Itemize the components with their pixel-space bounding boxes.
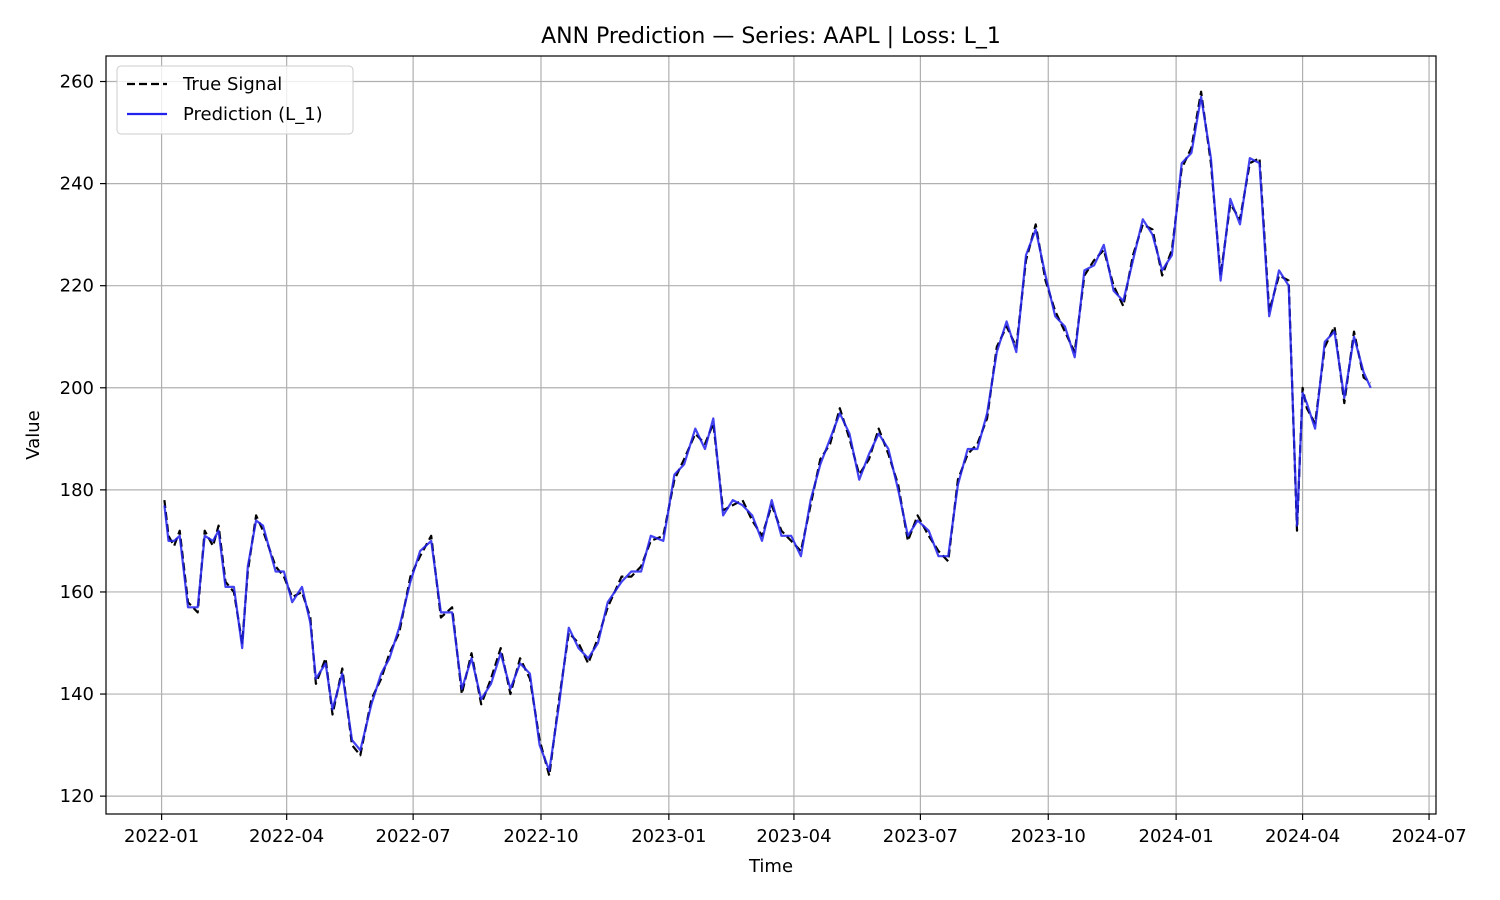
y-tick-label: 200 <box>60 378 94 399</box>
x-tick-label: 2023-04 <box>756 826 831 847</box>
y-tick-label: 160 <box>60 582 94 603</box>
y-tick-label: 120 <box>60 786 94 807</box>
legend: True Signal Prediction (L_1) <box>116 65 354 135</box>
x-tick-label: 2022-04 <box>249 826 324 847</box>
x-axis: 2022-01 2022-04 2022-07 2022-10 2023-01 2023-… <box>124 814 1467 847</box>
x-tick-label: 2024-07 <box>1391 826 1466 847</box>
x-tick-label: 2024-04 <box>1265 826 1340 847</box>
x-tick-label: 2023-10 <box>1011 826 1086 847</box>
x-tick-label: 2022-07 <box>376 826 451 847</box>
legend-label-prediction: Prediction (L_1) <box>183 104 323 125</box>
x-tick-label: 2022-10 <box>503 826 578 847</box>
series-line-prediction <box>163 95 1372 772</box>
y-tick-label: 260 <box>60 72 94 93</box>
legend-label-true-signal: True Signal <box>182 74 282 95</box>
x-tick-label: 2024-01 <box>1139 826 1214 847</box>
legend-box <box>116 65 354 135</box>
y-tick-label: 240 <box>60 174 94 195</box>
chart-title: ANN Prediction — Series: AAPL | Loss: L_… <box>541 24 1001 49</box>
y-axis: 120 140 160 180 200 220 240 260 <box>60 72 106 807</box>
y-tick-label: 180 <box>60 480 94 501</box>
series-group <box>163 90 1372 777</box>
y-axis-label: Value <box>23 410 44 459</box>
y-tick-label: 220 <box>60 276 94 297</box>
x-tick-label: 2023-01 <box>631 826 706 847</box>
x-tick-label: 2023-07 <box>883 826 958 847</box>
grid <box>106 56 1436 814</box>
plot-frame <box>105 55 1437 815</box>
y-tick-label: 140 <box>60 684 94 705</box>
x-axis-label: Time <box>748 856 793 877</box>
x-tick-label: 2022-01 <box>124 826 199 847</box>
